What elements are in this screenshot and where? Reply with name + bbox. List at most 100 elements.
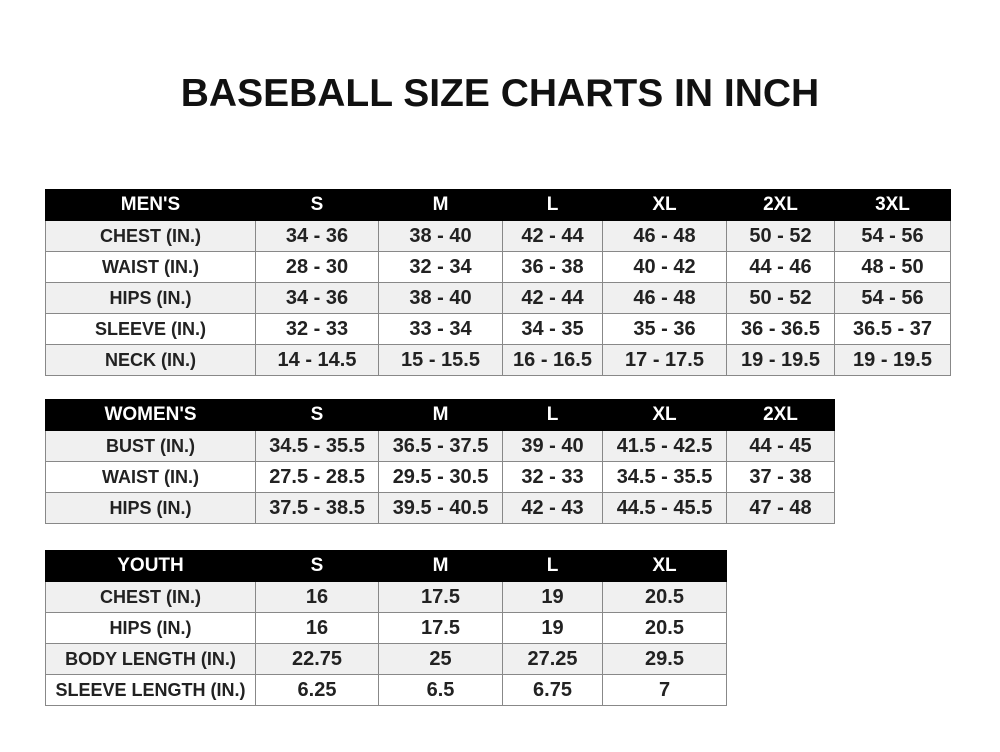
measurement-label: HIPS (IN.) xyxy=(45,612,256,644)
measurement-label: HIPS (IN.) xyxy=(45,492,256,524)
size-value: 40 - 42 xyxy=(602,251,727,283)
size-header: L xyxy=(502,550,603,582)
size-value: 32 - 33 xyxy=(502,461,603,493)
size-header: M xyxy=(378,550,503,582)
size-value: 44.5 - 45.5 xyxy=(602,492,727,524)
size-value: 54 - 56 xyxy=(834,220,951,252)
table-row: SLEEVE LENGTH (IN.) 6.25 6.5 6.75 7 xyxy=(45,674,727,706)
size-value: 19 - 19.5 xyxy=(834,344,951,376)
size-value: 32 - 33 xyxy=(255,313,379,345)
size-value: 34 - 36 xyxy=(255,220,379,252)
size-value: 29.5 - 30.5 xyxy=(378,461,503,493)
measurement-label: WAIST (IN.) xyxy=(45,461,256,493)
size-header: L xyxy=(502,399,603,431)
measurement-label: CHEST (IN.) xyxy=(45,220,256,252)
header-row: WOMEN'S S M L XL 2XL xyxy=(45,399,835,431)
table-row: BUST (IN.) 34.5 - 35.5 36.5 - 37.5 39 - 40 4… xyxy=(45,430,835,462)
category-header: WOMEN'S xyxy=(45,399,256,431)
size-header: XL xyxy=(602,189,727,221)
table-row: HIPS (IN.) 37.5 - 38.5 39.5 - 40.5 42 - 43 4… xyxy=(45,492,835,524)
size-header: L xyxy=(502,189,603,221)
table-row: WAIST (IN.) 27.5 - 28.5 29.5 - 30.5 32 - 33… xyxy=(45,461,835,493)
size-header: 2XL xyxy=(726,189,835,221)
size-value: 19 xyxy=(502,581,603,613)
size-value: 27.25 xyxy=(502,643,603,675)
size-value: 35 - 36 xyxy=(602,313,727,345)
measurement-label: SLEEVE (IN.) xyxy=(45,313,256,345)
size-value: 32 - 34 xyxy=(378,251,503,283)
table-row: BODY LENGTH (IN.) 22.75 25 27.25 29.5 xyxy=(45,643,727,675)
measurement-label: WAIST (IN.) xyxy=(45,251,256,283)
size-value: 17 - 17.5 xyxy=(602,344,727,376)
size-header: S xyxy=(255,550,379,582)
size-value: 15 - 15.5 xyxy=(378,344,503,376)
size-value: 36.5 - 37.5 xyxy=(378,430,503,462)
size-value: 34.5 - 35.5 xyxy=(255,430,379,462)
size-value: 6.5 xyxy=(378,674,503,706)
table-row: CHEST (IN.) 16 17.5 19 20.5 xyxy=(45,581,727,613)
size-value: 25 xyxy=(378,643,503,675)
category-header: MEN'S xyxy=(45,189,256,221)
size-value: 20.5 xyxy=(602,581,727,613)
size-value: 36 - 36.5 xyxy=(726,313,835,345)
size-value: 47 - 48 xyxy=(726,492,835,524)
size-value: 16 xyxy=(255,612,379,644)
size-value: 27.5 - 28.5 xyxy=(255,461,379,493)
size-value: 37.5 - 38.5 xyxy=(255,492,379,524)
header-row: YOUTH S M L XL xyxy=(45,550,727,582)
size-value: 41.5 - 42.5 xyxy=(602,430,727,462)
size-header: S xyxy=(255,189,379,221)
size-value: 7 xyxy=(602,674,727,706)
size-value: 34 - 35 xyxy=(502,313,603,345)
measurement-label: BODY LENGTH (IN.) xyxy=(45,643,256,675)
size-value: 50 - 52 xyxy=(726,220,835,252)
size-value: 39.5 - 40.5 xyxy=(378,492,503,524)
youth-size-table: YOUTH S M L XL CHEST (IN.) 16 17.5 19 20.5 HIPS (I… xyxy=(45,550,727,706)
measurement-label: SLEEVE LENGTH (IN.) xyxy=(45,674,256,706)
size-value: 44 - 45 xyxy=(726,430,835,462)
table-row: HIPS (IN.) 34 - 36 38 - 40 42 - 44 46 - 48 50… xyxy=(45,282,951,314)
size-value: 16 - 16.5 xyxy=(502,344,603,376)
measurement-label: HIPS (IN.) xyxy=(45,282,256,314)
size-value: 54 - 56 xyxy=(834,282,951,314)
size-value: 28 - 30 xyxy=(255,251,379,283)
size-value: 33 - 34 xyxy=(378,313,503,345)
size-value: 14 - 14.5 xyxy=(255,344,379,376)
size-value: 17.5 xyxy=(378,581,503,613)
size-header: M xyxy=(378,399,503,431)
table-row: WAIST (IN.) 28 - 30 32 - 34 36 - 38 40 - 42 4… xyxy=(45,251,951,283)
size-value: 16 xyxy=(255,581,379,613)
size-header: XL xyxy=(602,550,727,582)
size-value: 39 - 40 xyxy=(502,430,603,462)
size-header: M xyxy=(378,189,503,221)
size-value: 42 - 44 xyxy=(502,282,603,314)
measurement-label: NECK (IN.) xyxy=(45,344,256,376)
size-value: 42 - 44 xyxy=(502,220,603,252)
size-value: 6.75 xyxy=(502,674,603,706)
size-value: 42 - 43 xyxy=(502,492,603,524)
size-value: 29.5 xyxy=(602,643,727,675)
size-header: S xyxy=(255,399,379,431)
size-value: 34 - 36 xyxy=(255,282,379,314)
size-value: 38 - 40 xyxy=(378,282,503,314)
size-value: 34.5 - 35.5 xyxy=(602,461,727,493)
table-row: NECK (IN.) 14 - 14.5 15 - 15.5 16 - 16.5 17 … xyxy=(45,344,951,376)
mens-size-table: MEN'S S M L XL 2XL 3XL CHEST (IN.) 34 - 36 38 - 4… xyxy=(45,189,951,376)
size-header: 3XL xyxy=(834,189,951,221)
size-header: 2XL xyxy=(726,399,835,431)
size-value: 38 - 40 xyxy=(378,220,503,252)
size-value: 50 - 52 xyxy=(726,282,835,314)
measurement-label: CHEST (IN.) xyxy=(45,581,256,613)
size-value: 37 - 38 xyxy=(726,461,835,493)
size-value: 19 - 19.5 xyxy=(726,344,835,376)
size-value: 46 - 48 xyxy=(602,220,727,252)
size-value: 36.5 - 37 xyxy=(834,313,951,345)
size-header: XL xyxy=(602,399,727,431)
size-value: 36 - 38 xyxy=(502,251,603,283)
header-row: MEN'S S M L XL 2XL 3XL xyxy=(45,189,951,221)
page-title: BASEBALL SIZE CHARTS IN INCH xyxy=(180,72,820,115)
size-value: 20.5 xyxy=(602,612,727,644)
size-value: 19 xyxy=(502,612,603,644)
size-value: 48 - 50 xyxy=(834,251,951,283)
size-value: 6.25 xyxy=(255,674,379,706)
